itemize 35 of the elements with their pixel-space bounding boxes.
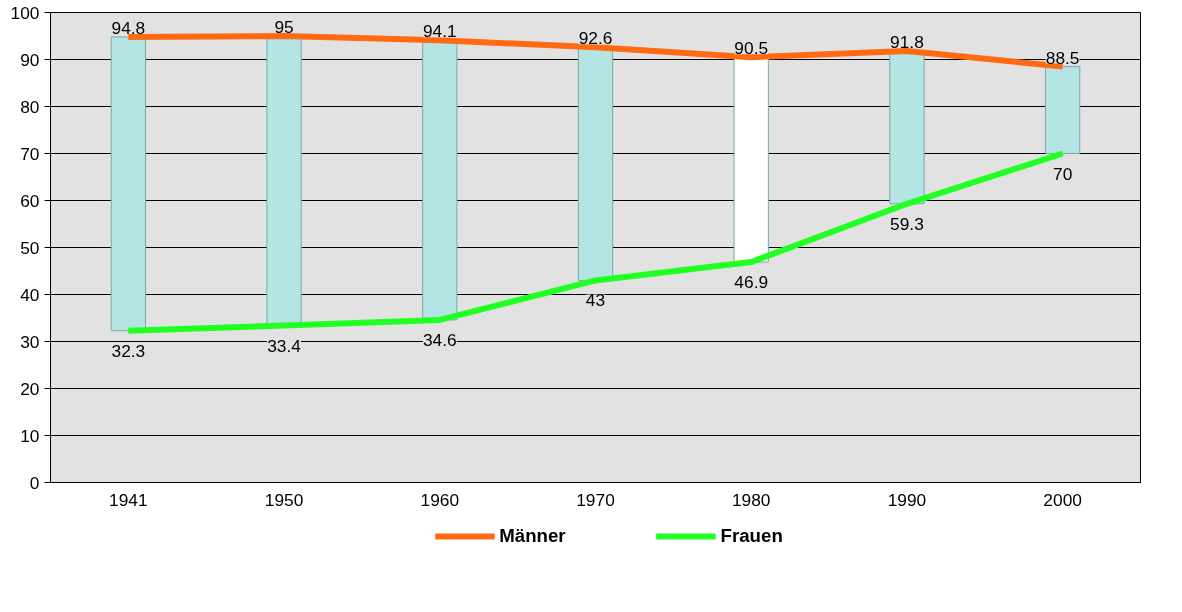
data-label: 70 bbox=[1053, 163, 1073, 184]
x-tick-label: 1941 bbox=[109, 489, 148, 510]
y-tick-label: 40 bbox=[20, 284, 40, 305]
y-tick-label: 0 bbox=[29, 472, 40, 493]
x-tick-label: 1960 bbox=[420, 489, 460, 510]
y-tick-label: 60 bbox=[20, 190, 40, 211]
y-tick-label: 50 bbox=[20, 237, 40, 258]
x-tick-label: 1980 bbox=[731, 489, 771, 510]
data-label: 95 bbox=[274, 17, 294, 37]
data-label: 91.8 bbox=[890, 32, 924, 53]
data-label: 92.6 bbox=[578, 28, 613, 49]
y-tick-label: 90 bbox=[20, 49, 40, 70]
data-label: 94.8 bbox=[111, 17, 146, 38]
x-tick-label: 1970 bbox=[576, 489, 615, 510]
y-tick-label: 20 bbox=[20, 378, 40, 399]
y-tick-label: 30 bbox=[20, 331, 40, 352]
x-tick-label: 1950 bbox=[264, 489, 304, 510]
y-tick-label: 10 bbox=[20, 425, 40, 446]
x-tick-label: 1990 bbox=[887, 489, 927, 510]
data-label: 90.5 bbox=[734, 38, 769, 59]
data-label: 59.3 bbox=[890, 213, 924, 234]
y-tick-label: 80 bbox=[20, 96, 40, 117]
x-tick-label: 2000 bbox=[1043, 489, 1082, 510]
y-tick-label: 70 bbox=[20, 143, 40, 164]
data-label: 33.4 bbox=[267, 335, 302, 356]
y-tick-label: 100 bbox=[10, 2, 40, 23]
data-label: 94.1 bbox=[422, 21, 457, 42]
bar bbox=[110, 36, 146, 332]
legend-label: Männer bbox=[499, 524, 566, 547]
data-label: 46.9 bbox=[734, 272, 769, 293]
data-label: 32.3 bbox=[111, 340, 146, 361]
legend-label: Frauen bbox=[720, 524, 783, 547]
data-label: 34.6 bbox=[422, 329, 457, 350]
data-label: 43 bbox=[585, 290, 606, 311]
data-label: 88.5 bbox=[1045, 47, 1080, 68]
